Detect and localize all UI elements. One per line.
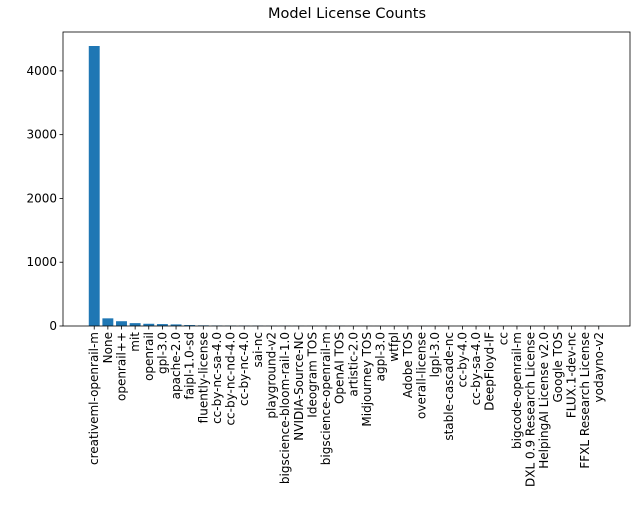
x-tick-label: cc-by-nc-nd-4.0 <box>224 332 238 426</box>
x-tick-label: lgpl-3.0 <box>428 332 442 377</box>
y-tick-label: 3000 <box>26 128 57 142</box>
y-tick-label: 2000 <box>26 191 57 205</box>
y-tick-label: 1000 <box>26 255 57 269</box>
plot-frame <box>62 31 631 327</box>
bar <box>143 323 155 326</box>
x-tick-label: None <box>101 332 115 363</box>
x-tick-label: FFXL Research License <box>578 332 592 469</box>
bar <box>88 46 100 326</box>
x-tick-label: cc-by-4.0 <box>455 332 469 387</box>
x-tick-label: stable-cascade-nc <box>442 332 456 441</box>
bar <box>129 323 141 326</box>
x-tick-label: openrail++ <box>115 332 129 401</box>
x-tick-label: HelpingAI License v2.0 <box>537 332 551 469</box>
bar <box>156 324 168 326</box>
x-tick-label: yodayno-v2 <box>592 332 606 402</box>
x-tick-label: sai-nc <box>251 332 265 367</box>
x-tick-label: cc-by-nc-sa-4.0 <box>210 332 224 424</box>
x-tick-label: cc <box>496 332 510 345</box>
x-tick-label: fluently-license <box>196 332 210 423</box>
y-tick-label: 4000 <box>26 64 57 78</box>
x-tick-label: artistic-2.0 <box>346 332 360 397</box>
x-tick-label: playground-v2 <box>265 332 279 419</box>
x-tick-label: agpl-3.0 <box>374 332 388 381</box>
x-tick-label: Ideogram TOS <box>305 332 319 418</box>
x-tick-label: mit <box>128 332 142 352</box>
x-tick-label: Google TOS <box>551 332 565 403</box>
bar <box>170 324 182 326</box>
x-tick-label: apache-2.0 <box>169 332 183 399</box>
bar <box>102 318 114 326</box>
x-tick-label: wtfpl <box>387 332 401 362</box>
x-tick-label: bigscience-bloom-rail-1.0 <box>278 332 292 484</box>
x-tick-label: DeepFloyd-IF <box>483 332 497 411</box>
x-tick-label: faipl-1.0-sd <box>183 332 197 399</box>
chart-title: Model License Counts <box>268 6 426 22</box>
x-tick-label: FLUX.1-dev-nc <box>565 332 579 418</box>
x-tick-label: cc-by-nc-4.0 <box>237 332 251 406</box>
x-tick-label: Midjourney TOS <box>360 332 374 427</box>
x-tick-label: creativeml-openrail-m <box>87 332 101 465</box>
x-tick-label: overall-license <box>415 332 429 419</box>
x-tick-label: OpenAI TOS <box>333 332 347 404</box>
x-tick-label: NVIDIA-Source-NC <box>292 332 306 441</box>
x-tick-label: Adobe TOS <box>401 332 415 398</box>
bar <box>184 325 196 326</box>
bar <box>116 321 127 326</box>
x-tick-label: cc-by-sa-4.0 <box>469 332 483 405</box>
x-tick-label: gpl-3.0 <box>155 332 169 374</box>
x-tick-label: bigcode-openrail-m <box>510 332 524 449</box>
y-tick-label: 0 <box>49 319 57 333</box>
x-tick-label: openrail <box>142 332 156 381</box>
x-tick-label: DXL 0.9 Research License <box>524 332 538 487</box>
x-tick-label: bigscience-openrail-m <box>319 332 333 465</box>
